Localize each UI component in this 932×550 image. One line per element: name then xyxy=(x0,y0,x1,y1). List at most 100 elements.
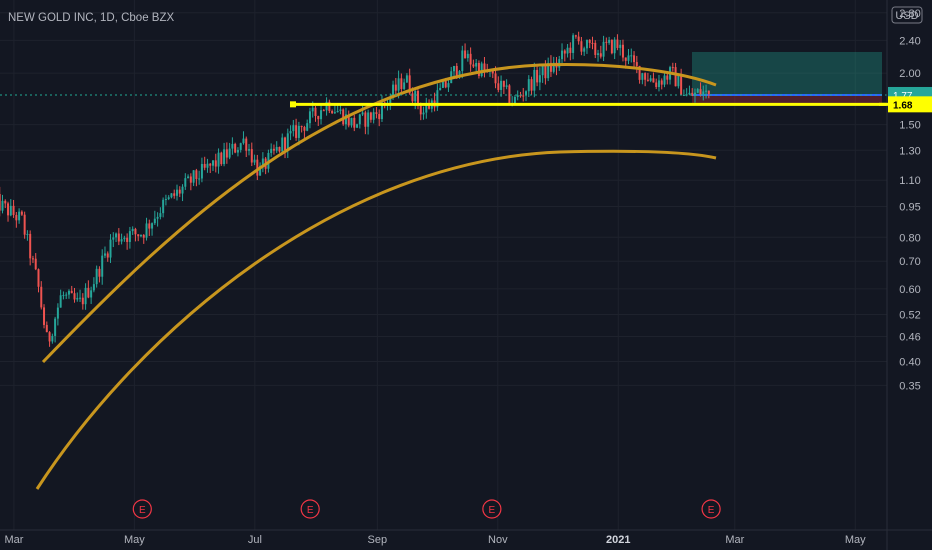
candle-body xyxy=(367,112,370,127)
level-handle[interactable] xyxy=(290,101,296,108)
candle-body xyxy=(336,110,339,113)
x-tick-label: Mar xyxy=(725,534,744,546)
candle-body xyxy=(200,163,203,179)
candle-body xyxy=(62,295,65,297)
candle-body xyxy=(408,75,411,94)
candle-body xyxy=(95,268,98,285)
candle-body xyxy=(120,239,123,242)
candle-body xyxy=(680,75,683,96)
candle-body xyxy=(477,62,480,76)
candle-body xyxy=(156,216,159,219)
level-price-value: 1.68 xyxy=(893,100,913,111)
candle-body xyxy=(18,211,21,221)
candle-body xyxy=(657,80,660,87)
candle-body xyxy=(56,307,59,319)
candle-body xyxy=(527,79,530,92)
candle-body xyxy=(12,205,15,215)
candle-body xyxy=(84,287,87,305)
candle-body xyxy=(106,253,109,258)
y-tick-label: 0.70 xyxy=(899,256,920,268)
candle-body xyxy=(134,228,137,235)
candle-body xyxy=(347,114,350,126)
candle-body xyxy=(103,253,106,256)
chart-title: NEW GOLD INC, 1D, Cboe BZX xyxy=(8,12,174,24)
candle-body xyxy=(394,84,397,91)
candle-body xyxy=(699,89,702,96)
candle-body xyxy=(627,55,630,61)
candle-body xyxy=(87,287,90,298)
candle-body xyxy=(314,107,317,116)
candle-body xyxy=(123,237,126,240)
earnings-marker[interactable]: E xyxy=(300,499,320,519)
candle-body xyxy=(610,39,613,54)
candle-body xyxy=(356,124,359,128)
candle-body xyxy=(533,69,536,91)
candle-body xyxy=(491,70,494,74)
candle-body xyxy=(328,101,331,111)
candle-body xyxy=(369,112,372,120)
candle-body xyxy=(322,110,325,112)
candle-body xyxy=(411,93,414,102)
candle-body xyxy=(181,186,184,194)
candle-body xyxy=(162,199,165,214)
candle-body xyxy=(525,91,528,96)
candle-body xyxy=(311,107,314,112)
horizontal-levels[interactable] xyxy=(0,94,887,108)
earnings-marker[interactable]: E xyxy=(482,499,502,519)
candle-body xyxy=(638,65,641,80)
candle-body xyxy=(164,198,167,200)
candle-body xyxy=(508,85,511,104)
stop-zone[interactable] xyxy=(692,94,882,105)
candle-body xyxy=(15,214,18,221)
candle-body xyxy=(195,170,198,179)
x-tick-label: Nov xyxy=(488,534,508,546)
candle-body xyxy=(209,163,212,166)
channel-upper-arc[interactable] xyxy=(41,63,717,364)
candle-body xyxy=(59,295,62,308)
candle-body xyxy=(139,235,142,237)
candle-body xyxy=(599,53,602,57)
candle-body xyxy=(563,50,566,54)
candle-body xyxy=(602,41,605,57)
candle-body xyxy=(705,90,708,92)
x-tick-label: Sep xyxy=(368,534,388,546)
candle-body xyxy=(591,42,594,44)
profit-zone[interactable] xyxy=(692,51,882,95)
channel-lower-arc[interactable] xyxy=(35,149,717,490)
candle-body xyxy=(256,159,259,176)
candle-body xyxy=(115,233,118,238)
arc-channel[interactable] xyxy=(35,63,717,490)
candle-body xyxy=(458,71,461,77)
candle-body xyxy=(583,48,586,52)
candle-body xyxy=(214,160,217,167)
candle-body xyxy=(635,62,638,66)
candle-body xyxy=(644,73,647,80)
candle-body xyxy=(619,44,622,48)
candle-body xyxy=(616,39,619,48)
candle-body xyxy=(549,62,552,72)
candle-body xyxy=(624,57,627,61)
x-tick-label: Jul xyxy=(248,534,262,546)
currency-badge[interactable]: USD xyxy=(891,6,923,24)
candle-body xyxy=(275,146,278,151)
candle-body xyxy=(250,149,253,163)
candle-body xyxy=(272,148,275,151)
candle-body xyxy=(308,111,311,124)
candle-body xyxy=(300,125,303,128)
candle-body xyxy=(295,125,298,138)
candle-body xyxy=(231,143,234,149)
earnings-marker[interactable]: E xyxy=(701,499,721,519)
candle-body xyxy=(153,218,156,224)
y-tick-label: 0.80 xyxy=(899,232,920,244)
candle-body xyxy=(65,294,68,296)
long-position-tool[interactable] xyxy=(692,51,882,105)
candle-body xyxy=(641,73,644,80)
earnings-marker[interactable]: E xyxy=(132,499,152,519)
candle-body xyxy=(70,290,73,294)
candle-body xyxy=(522,95,525,97)
candle-body xyxy=(320,110,323,120)
y-tick-label: 0.95 xyxy=(899,201,920,213)
